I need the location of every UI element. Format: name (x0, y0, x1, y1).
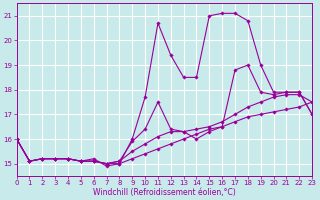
X-axis label: Windchill (Refroidissement éolien,°C): Windchill (Refroidissement éolien,°C) (93, 188, 236, 197)
